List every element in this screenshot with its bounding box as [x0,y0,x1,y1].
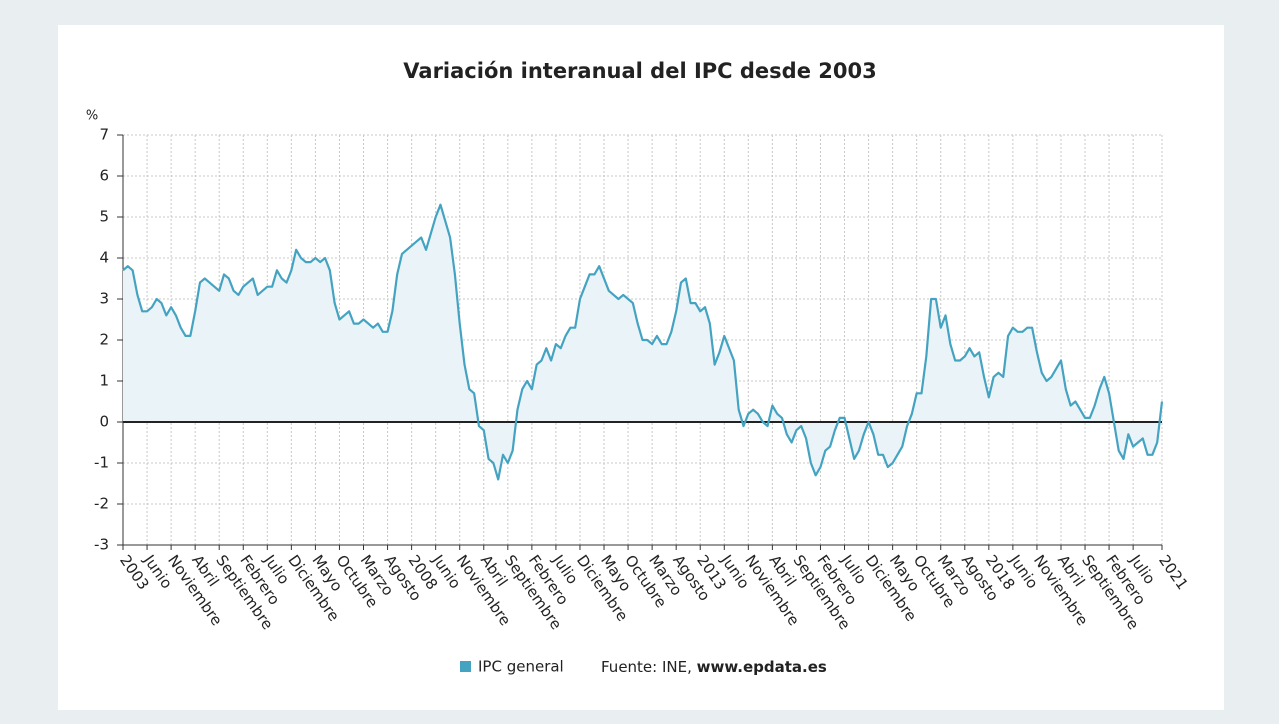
y-tick-label: 4 [99,249,109,267]
y-tick-label: 1 [99,372,109,390]
y-tick-label: 2 [99,331,109,349]
source-site: www.epdata.es [697,658,827,676]
y-tick-label: 3 [99,290,109,308]
area [123,204,1162,480]
y-tick-label: 6 [99,167,109,185]
y-tick-label: 0 [99,413,109,431]
y-tick-label: 7 [99,126,109,144]
source: Fuente: INE, www.epdata.es [601,658,827,676]
legend-swatch [460,661,471,672]
y-tick-label: -3 [94,536,109,554]
y-tick-label: 5 [99,208,109,226]
y-tick-label: -1 [94,454,109,472]
series-line [122,203,1164,481]
y-tick-label: -2 [94,495,109,513]
y-axis-label: % [86,109,98,124]
source-text: Fuente: INE, [601,658,692,676]
legend-label: IPC general [478,658,564,676]
chart-title: Variación interanual del IPC desde 2003 [403,59,876,83]
